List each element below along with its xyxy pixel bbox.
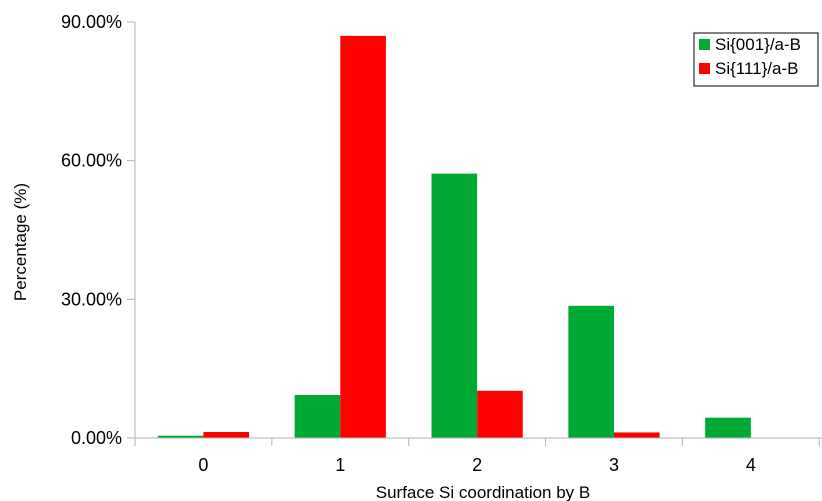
y-tick-label: 0.00% xyxy=(71,428,122,448)
legend-box xyxy=(693,32,819,87)
legend-label: Si{111}/a-B xyxy=(715,59,799,78)
bar-series1-cat-3 xyxy=(568,305,614,438)
legend: Si{001}/a-B Si{111}/a-B xyxy=(693,32,819,87)
y-tick-label: 60.00% xyxy=(61,151,122,171)
x-axis-title: Surface Si coordination by B xyxy=(376,483,591,501)
bars-layer xyxy=(157,35,797,439)
legend-swatch xyxy=(699,39,710,50)
bar-series2-cat-3 xyxy=(613,432,660,438)
y-tick-label: 90.00% xyxy=(61,12,122,32)
x-tick-label: 0 xyxy=(198,455,208,475)
bar-series1-cat-2 xyxy=(431,173,478,439)
bar-series1-cat-1 xyxy=(294,395,341,438)
x-tick-label: 1 xyxy=(335,455,345,475)
y-tick-label: 30.00% xyxy=(61,289,122,309)
bar-series2-cat-2 xyxy=(477,390,523,438)
bar-series2-cat-0 xyxy=(203,431,250,438)
legend-label: Si{001}/a-B xyxy=(715,35,801,54)
bar-series1-cat-4 xyxy=(705,417,751,438)
y-axis-title: Percentage (%) xyxy=(11,183,30,301)
x-tick-label: 3 xyxy=(609,455,619,475)
legend-swatch xyxy=(699,63,710,74)
bar-series2-cat-1 xyxy=(340,35,386,439)
x-tick-label: 2 xyxy=(472,455,482,475)
bar-series1-cat-0 xyxy=(157,435,204,438)
x-tick-label: 4 xyxy=(746,455,756,475)
axes-layer: 0.00% 30.00% 60.00% 90.00% 0 1 2 3 4 xyxy=(61,12,822,475)
